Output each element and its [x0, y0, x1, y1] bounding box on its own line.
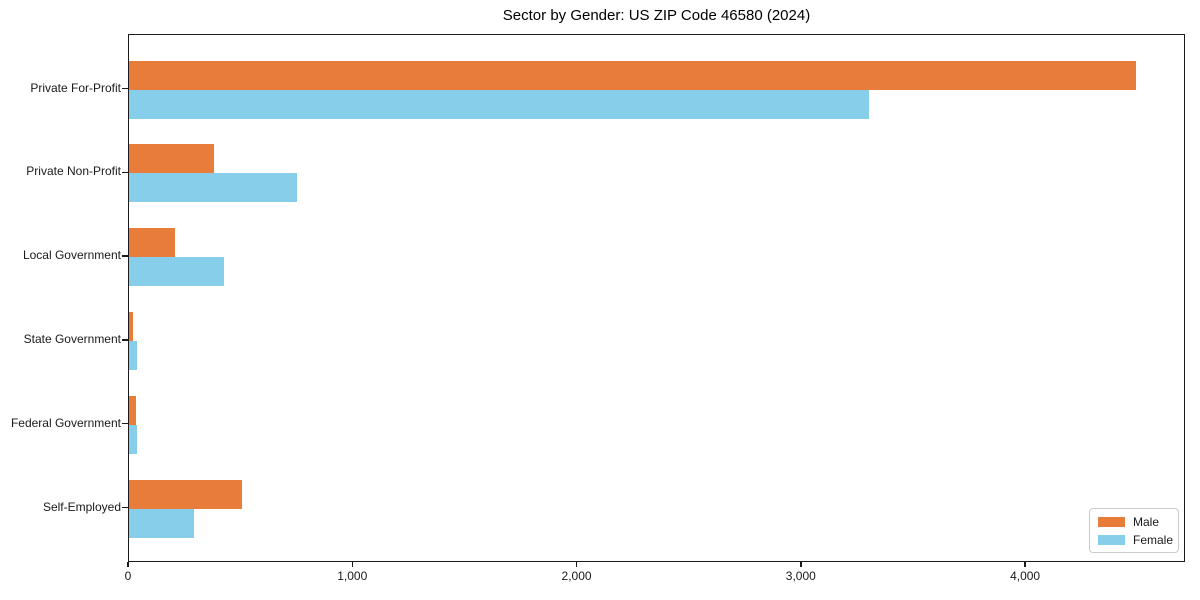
y-axis-label-local-government: Local Government [22, 248, 121, 263]
y-axis-tick [122, 255, 128, 257]
y-axis-label-private-for-profit: Private For-Profit [30, 80, 121, 95]
y-axis-label-private-non-profit: Private Non-Profit [26, 164, 121, 179]
legend-entry-male: Male [1098, 515, 1178, 529]
x-axis-tick-label: 0 [124, 569, 132, 583]
bar-male-federal-government [129, 395, 136, 425]
x-axis-tick [127, 562, 129, 567]
y-axis-tick [122, 339, 128, 341]
bar-female-private-non-profit [129, 173, 298, 203]
y-axis-label-state-government: State Government [23, 331, 121, 346]
bar-male-self-employed [129, 479, 243, 509]
x-axis-tick-label: 4,000 [1010, 569, 1041, 583]
bar-female-self-employed [129, 508, 195, 538]
bar-male-state-government [129, 311, 134, 341]
y-axis-tick [122, 171, 128, 174]
female-color-swatch [1098, 534, 1125, 545]
bar-male-private-non-profit [129, 144, 215, 174]
legend: Male Female [1089, 508, 1179, 553]
bar-female-state-government [129, 340, 137, 370]
plot-area [128, 34, 1185, 562]
y-axis-tick [122, 422, 128, 425]
x-axis-tick [800, 562, 802, 567]
x-axis-tick [351, 562, 354, 567]
y-axis-tick [122, 87, 128, 90]
bar-female-local-government [129, 257, 225, 287]
legend-label-male: Male [1133, 514, 1160, 529]
bar-male-local-government [129, 228, 175, 258]
x-axis-tick [575, 562, 578, 567]
legend-entry-female: Female [1098, 533, 1178, 547]
y-axis-label-self-employed: Self-Employed [42, 499, 121, 514]
bar-male-private-for-profit [129, 60, 1136, 90]
x-axis-tick [1024, 562, 1026, 567]
x-axis-tick-label: 3,000 [785, 569, 816, 583]
y-axis-label-federal-government: Federal Government [10, 415, 121, 430]
y-axis-tick [122, 506, 128, 509]
bar-female-private-for-profit [129, 89, 870, 119]
x-axis-tick-label: 2,000 [561, 569, 592, 583]
bar-female-federal-government [129, 424, 137, 454]
x-axis-tick-label: 1,000 [337, 569, 368, 583]
legend-label-female: Female [1133, 532, 1174, 547]
male-color-swatch [1098, 516, 1125, 527]
chart-title: Sector by Gender: US ZIP Code 46580 (202… [502, 7, 811, 24]
